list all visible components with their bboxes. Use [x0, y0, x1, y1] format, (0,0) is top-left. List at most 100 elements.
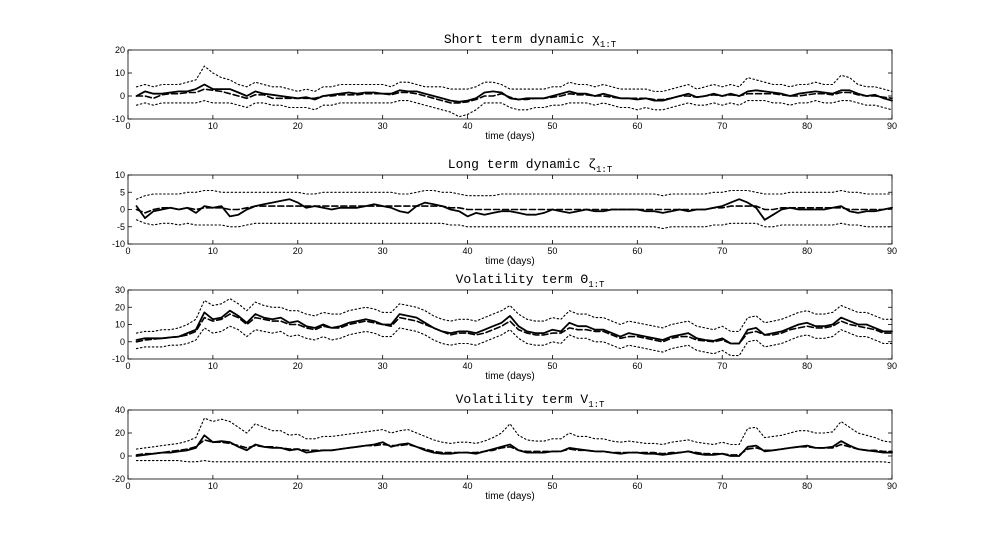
series-line-dotted-3 [135, 298, 893, 334]
x-tick-label: 30 [378, 246, 388, 256]
x-tick-label: 10 [208, 246, 218, 256]
y-tick-label: 0 [120, 451, 125, 461]
x-tick-label: 60 [632, 246, 642, 256]
x-tick-label: 10 [208, 361, 218, 371]
panel-4: Volatility term V1:T 0 10 20 30 40 50 60 70 80 90 4… [112, 392, 897, 502]
x-tick-label: 50 [547, 361, 557, 371]
panel-title-subscript: 1:T [600, 40, 617, 50]
panel-title-text: Short term dynamic [444, 32, 592, 47]
panel-title-subscript: 1:T [588, 400, 605, 410]
plot-frame [127, 409, 893, 480]
y-tick-label: 40 [115, 405, 125, 415]
panel-title-text: Volatility term [456, 392, 581, 407]
series-line-dotted-3 [135, 189, 893, 200]
x-tick-label: 80 [802, 121, 812, 131]
panel-title: Volatility term V1:T [456, 392, 605, 410]
x-tick-label: 10 [208, 121, 218, 131]
x-tick-label: 0 [125, 246, 130, 256]
x-tick-label: 60 [632, 121, 642, 131]
x-tick-label: 40 [463, 481, 473, 491]
panel-title-symbol: χ [592, 32, 600, 47]
x-axis-label: time (days) [485, 371, 534, 382]
series-line-dashed-2 [135, 313, 893, 345]
y-tick-label: -10 [112, 354, 125, 364]
series-line-solid-1 [135, 83, 893, 103]
x-tick-label: 0 [125, 481, 130, 491]
x-tick-label: 80 [802, 246, 812, 256]
y-tick-label: 30 [115, 285, 125, 295]
x-tick-label: 20 [293, 121, 303, 131]
series-line-solid-1 [135, 434, 893, 457]
x-tick-label: 0 [125, 361, 130, 371]
plot-frame [127, 49, 893, 120]
panel-title-subscript: 1:T [596, 165, 613, 175]
x-tick-label: 60 [632, 481, 642, 491]
plot-frame [127, 289, 893, 360]
x-tick-label: 20 [293, 481, 303, 491]
x-tick-label: 80 [802, 481, 812, 491]
x-tick-label: 90 [887, 246, 897, 256]
plot-frame [127, 174, 893, 245]
x-tick-label: 80 [802, 361, 812, 371]
panel-title-text: Long term dynamic [448, 157, 588, 172]
x-tick-label: 90 [887, 481, 897, 491]
series-line-solid-1 [135, 198, 893, 221]
panel-3: Volatility term Θ1:T 0 10 20 30 40 50 60 70 80 90 3… [112, 272, 897, 382]
y-tick-label: 0 [120, 205, 125, 215]
y-tick-label: -10 [112, 239, 125, 249]
x-axis-label: time (days) [485, 256, 534, 267]
x-tick-label: 40 [463, 361, 473, 371]
panel-1: Short term dynamic χ1:T 0 10 20 30 40 50 60 70 80… [112, 32, 897, 142]
y-tick-label: 5 [120, 187, 125, 197]
x-axis-label: time (days) [485, 131, 534, 142]
series-line-dotted-3 [135, 417, 893, 450]
x-tick-label: 70 [717, 361, 727, 371]
x-tick-label: 70 [717, 121, 727, 131]
panel-title-subscript: 1:T [588, 280, 605, 290]
series-line-dotted-4 [135, 100, 893, 118]
y-tick-label: 20 [115, 45, 125, 55]
y-tick-label: 20 [115, 428, 125, 438]
x-tick-label: 50 [547, 246, 557, 256]
x-tick-label: 70 [717, 246, 727, 256]
series-line-dashed-2 [135, 205, 893, 214]
series-line-dashed-2 [135, 88, 893, 104]
x-tick-label: 50 [547, 481, 557, 491]
x-tick-label: 50 [547, 121, 557, 131]
series-line-dashed-2 [135, 439, 893, 456]
x-tick-label: 40 [463, 246, 473, 256]
y-tick-label: -10 [112, 114, 125, 124]
y-tick-label: 0 [120, 337, 125, 347]
series-line-dotted-3 [135, 65, 893, 92]
panel-title: Volatility term Θ1:T [456, 272, 605, 290]
y-tick-label: 10 [115, 68, 125, 78]
panel-title-symbol: ζ [588, 157, 596, 172]
x-axis-label: time (days) [485, 491, 534, 502]
y-tick-label: 10 [115, 320, 125, 330]
panel-title-text: Volatility term [456, 272, 581, 287]
x-tick-label: 60 [632, 361, 642, 371]
x-tick-label: 0 [125, 121, 130, 131]
panel-title: Long term dynamic ζ1:T [448, 157, 613, 175]
panel-title-symbol: Θ [580, 272, 588, 287]
y-tick-label: 0 [120, 91, 125, 101]
series-line-dotted-4 [135, 325, 893, 357]
panel-title: Short term dynamic χ1:T [444, 32, 617, 50]
x-tick-label: 70 [717, 481, 727, 491]
x-tick-label: 30 [378, 121, 388, 131]
x-tick-label: 20 [293, 361, 303, 371]
x-tick-label: 90 [887, 121, 897, 131]
series-line-dotted-4 [135, 460, 893, 464]
x-tick-label: 90 [887, 361, 897, 371]
panel-title-symbol: V [580, 392, 588, 407]
x-tick-label: 20 [293, 246, 303, 256]
x-tick-label: 40 [463, 121, 473, 131]
series-line-dotted-4 [135, 219, 893, 230]
x-tick-label: 10 [208, 481, 218, 491]
panel-2: Long term dynamic ζ1:T0 10 20 30 40 50 60 70 80 9… [112, 157, 897, 267]
y-tick-label: -5 [117, 222, 125, 232]
y-tick-label: 10 [115, 170, 125, 180]
x-tick-label: 30 [378, 361, 388, 371]
y-tick-label: -20 [112, 474, 125, 484]
